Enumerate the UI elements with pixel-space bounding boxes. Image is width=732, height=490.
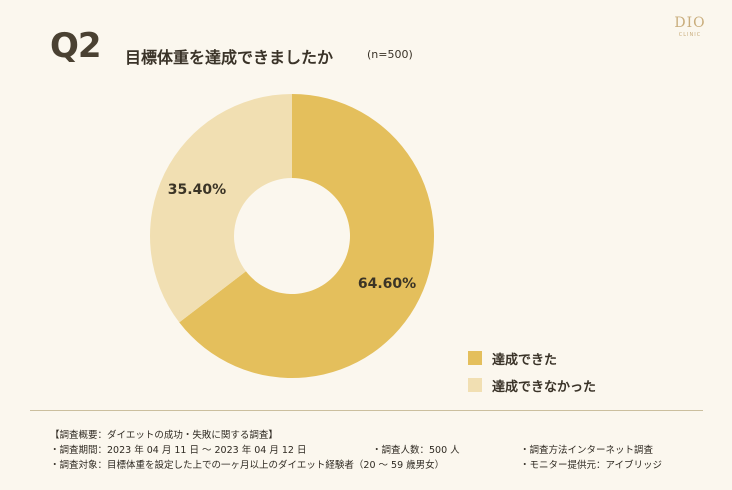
question-label: Q2 [50,26,102,66]
donut-hole [234,178,350,294]
summary-title: 【調査概要：ダイエットの成功・失敗に関する調査】 [50,430,278,441]
brand-logo: DIO CLINIC [662,14,718,48]
survey-method: ・調査方法インターネット調査 [520,445,654,456]
survey-respondents: ・調査人数：500 人 [372,445,460,456]
donut-slice-not-achieved [149,94,292,323]
donut-slice-achieved [179,94,434,378]
survey-period: ・調査期間：2023 年 04 月 11 日 ～ 2023 年 04 月 12 … [50,445,307,456]
divider [30,410,703,411]
legend-item: 達成できなかった [468,373,596,397]
chart-title: 目標体重を達成できましたか [125,48,334,67]
survey-summary: 【調査概要：ダイエットの成功・失敗に関する調査】 ・調査期間：2023 年 04… [50,428,700,473]
data-label-achieved: 64.60% [358,276,416,292]
legend-label-not-achieved: 達成できなかった [492,379,597,395]
legend-label-achieved: 達成できた [492,352,558,368]
survey-target: ・調査対象：目標体重を設定した上での一ヶ月以上のダイエット経験者（20 ～ 59… [50,460,445,471]
logo-subtext: CLINIC [678,32,702,38]
data-label-not-achieved: 35.40% [168,182,226,198]
sample-size: (n=500) [367,48,413,61]
logo-text: DIO [674,15,706,31]
legend: 達成できた 達成できなかった [468,346,596,400]
legend-swatch-not-achieved [468,378,482,392]
survey-provider: ・モニター提供元：アイブリッジ [520,460,663,471]
legend-item: 達成できた [468,346,596,370]
legend-swatch-achieved [468,351,482,365]
